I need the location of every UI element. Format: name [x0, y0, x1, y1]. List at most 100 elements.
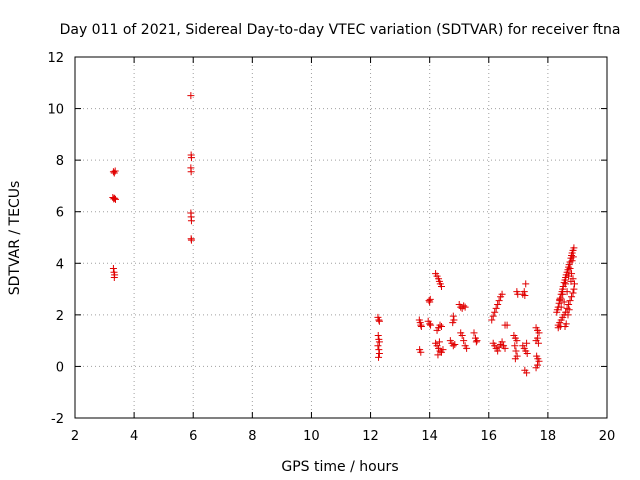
data-point [556, 322, 564, 330]
data-point [187, 168, 195, 176]
data-point [562, 320, 570, 328]
y-tick-label: -2 [51, 412, 64, 427]
data-point [567, 277, 575, 285]
data-point [512, 347, 520, 355]
x-tick-label: 20 [599, 429, 616, 444]
data-point [375, 317, 383, 325]
y-tick-label: 12 [47, 51, 64, 66]
data-point [569, 253, 577, 261]
y-tick-label: 6 [56, 206, 64, 221]
data-point [520, 288, 528, 296]
x-tick-label: 18 [540, 429, 557, 444]
data-point [109, 264, 117, 272]
data-point [427, 321, 435, 329]
y-axis-title: SDTVAR / TECUs [7, 181, 23, 296]
y-tick-labels: -2 0 2 4 6 8 10 12 [47, 51, 64, 427]
data-point [535, 329, 543, 337]
data-point [494, 301, 502, 309]
data-point [417, 348, 425, 356]
data-point [460, 337, 468, 345]
axis-ticks [74, 56, 608, 419]
data-point [472, 338, 480, 346]
x-tick-label: 12 [362, 429, 379, 444]
data-point [439, 346, 447, 354]
data-point [426, 298, 434, 306]
data-point [434, 351, 442, 359]
data-point [560, 298, 568, 306]
x-axis-title: GPS time / hours [281, 459, 398, 475]
data-point [511, 355, 519, 363]
y-tick-label: 2 [56, 309, 64, 324]
data-point [461, 303, 469, 311]
data-point [417, 322, 425, 330]
data-point [569, 289, 577, 297]
data-point [523, 350, 531, 358]
data-point [425, 297, 433, 305]
data-point [109, 168, 117, 176]
data-point [556, 295, 564, 303]
data-point [534, 339, 542, 347]
data-point [450, 316, 458, 324]
x-tick-label: 8 [248, 429, 256, 444]
data-point [111, 167, 119, 175]
data-point [437, 282, 445, 290]
data-point [436, 347, 444, 355]
x-tick-label: 2 [71, 429, 79, 444]
data-point [521, 292, 529, 300]
data-point [511, 342, 519, 350]
data-point [187, 92, 195, 100]
data-point [491, 308, 499, 316]
plot-frame [74, 56, 608, 419]
data-point [111, 194, 119, 202]
data-point [374, 342, 382, 350]
data-point [562, 280, 570, 288]
data-point [110, 195, 118, 203]
data-point [568, 293, 576, 301]
data-point [492, 304, 500, 312]
data-point [187, 154, 195, 162]
data-point [426, 320, 434, 328]
data-point [557, 303, 565, 311]
x-tick-labels: 2 4 6 8 10 12 14 16 18 20 [71, 429, 615, 444]
grid [75, 57, 607, 418]
data-point [564, 311, 572, 319]
data-point [458, 331, 466, 339]
data-point [503, 321, 511, 329]
data-point [535, 357, 543, 365]
data-point [523, 339, 531, 347]
data-point [556, 294, 564, 302]
data-point [375, 350, 383, 358]
data-point [417, 321, 425, 329]
data-point [449, 342, 457, 350]
data-point [563, 288, 571, 296]
data-point [570, 280, 578, 288]
chart-title: Day 011 of 2021, Sidereal Day-to-day VTE… [60, 22, 621, 38]
data-point [495, 297, 503, 305]
x-tick-label: 14 [421, 429, 438, 444]
y-tick-label: 4 [56, 257, 64, 272]
data-point [570, 244, 578, 252]
data-point [494, 347, 502, 355]
data-point [559, 290, 567, 298]
data-point [436, 321, 444, 329]
data-point [565, 306, 573, 314]
data-point [451, 341, 459, 349]
data-point [375, 353, 383, 361]
data-point [110, 273, 118, 281]
x-tick-label: 10 [303, 429, 320, 444]
data-point [375, 338, 383, 346]
data-point [498, 290, 506, 298]
x-tick-label: 16 [481, 429, 498, 444]
data-point [488, 316, 496, 324]
data-point [375, 346, 383, 354]
data-point [449, 312, 457, 320]
data-point [187, 236, 195, 244]
data-point [470, 329, 478, 337]
data-point [489, 312, 497, 320]
y-tick-label: 10 [47, 103, 64, 118]
data-point [566, 264, 574, 272]
data-point [463, 344, 471, 352]
data-point [111, 195, 119, 203]
x-tick-label: 6 [189, 429, 197, 444]
